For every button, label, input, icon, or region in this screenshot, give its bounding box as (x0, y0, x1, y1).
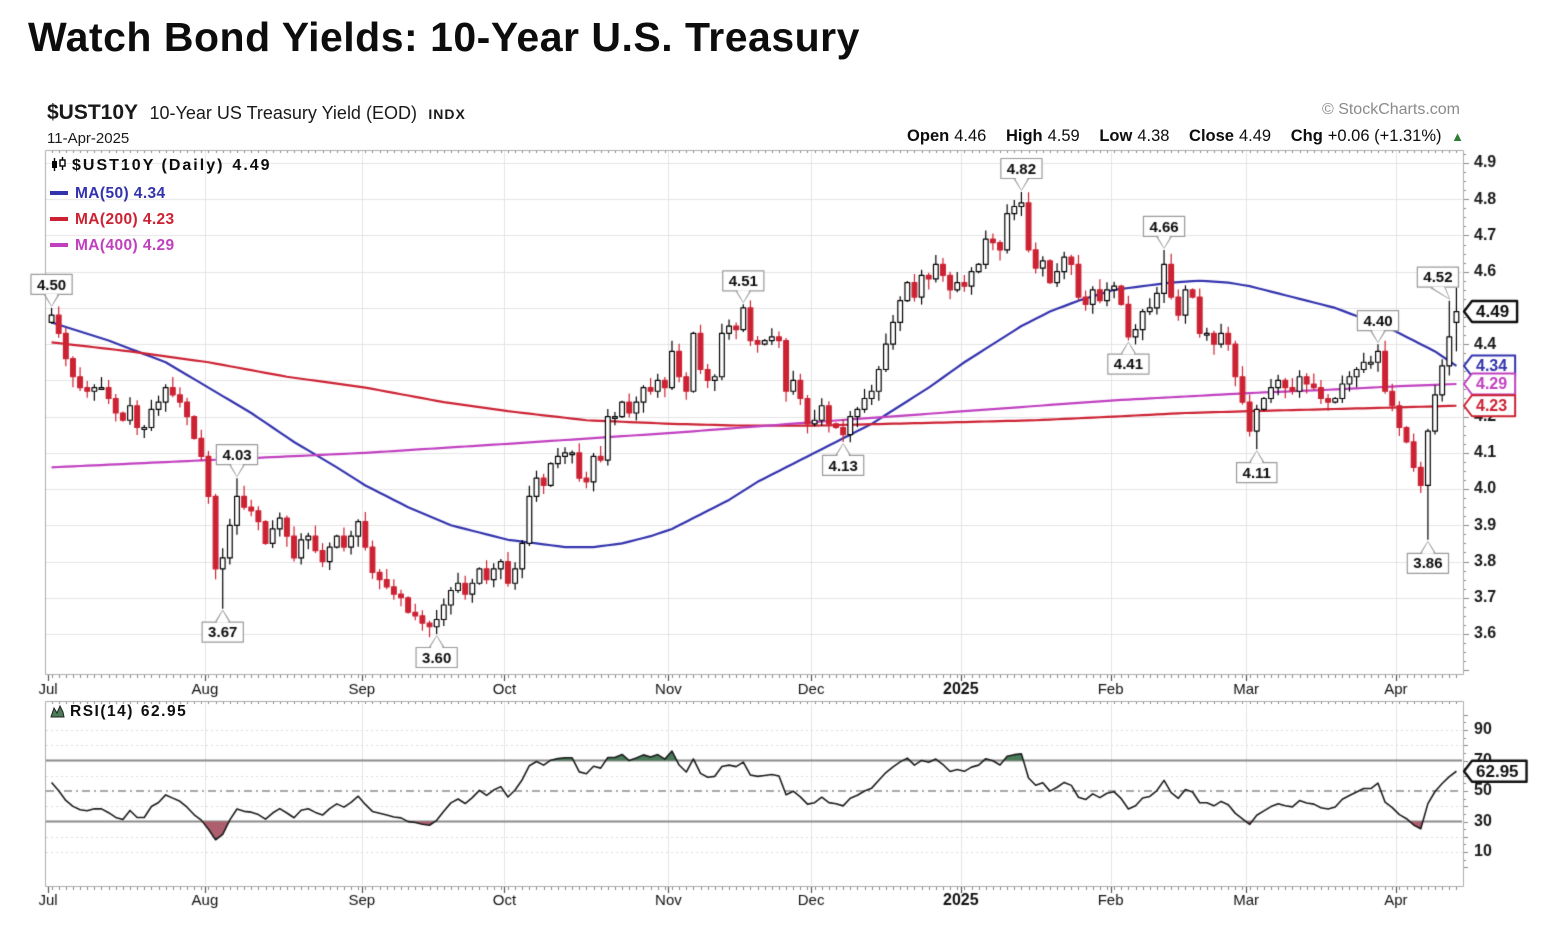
up-arrow-icon: ▲ (1451, 129, 1464, 144)
open-value: 4.46 (954, 127, 987, 145)
chart-date: 11-Apr-2025 (47, 130, 130, 147)
ma50-value: 4.34 (133, 185, 166, 202)
close-value: 4.49 (1238, 127, 1272, 145)
candlestick-icon (50, 155, 67, 181)
quote-row: Open 4.46 High 4.59 Low 4.38 Close 4.49 Chg +… (907, 127, 1464, 146)
ma200-label: MA(200) (75, 211, 139, 228)
close-label: Close (1189, 127, 1234, 145)
exchange-label: INDX (428, 106, 466, 122)
open-label: Open (907, 127, 950, 145)
high-label: High (1005, 127, 1043, 145)
low-value: 4.38 (1137, 127, 1170, 145)
legend-ma200-row: MA(200) 4.23 (50, 207, 272, 233)
legend-ma400-row: MA(400) 4.29 (50, 233, 272, 259)
legend-main-value: 4.49 (232, 157, 272, 174)
rsi-value: 62.95 (140, 703, 188, 720)
rsi-legend: RSI(14) 62.95 (50, 703, 187, 723)
ma400-label: MA(400) (75, 237, 139, 254)
chg-label: Chg (1290, 127, 1323, 145)
ma400-value: 4.29 (142, 237, 175, 254)
symbol-description: 10-Year US Treasury Yield (EOD) (149, 103, 417, 123)
legend-ma50-row: MA(50) 4.34 (50, 181, 272, 207)
high-value: 4.59 (1047, 127, 1080, 145)
ma50-label: MA(50) (75, 185, 130, 202)
page-title: Watch Bond Yields: 10-Year U.S. Treasury (28, 14, 860, 60)
low-label: Low (1099, 127, 1133, 145)
ma200-line-swatch (50, 217, 68, 221)
ma200-value: 4.23 (142, 211, 175, 228)
price-legend: $UST10Y (Daily) 4.49 MA(50) 4.34 MA(200) … (50, 153, 272, 259)
stockcharts-watermark: © StockCharts.com (1321, 101, 1460, 118)
chart-header: $UST10Y 10-Year US Treasury Yield (EOD) … (47, 101, 466, 125)
legend-main-label: $UST10Y (Daily) (72, 157, 225, 174)
legend-main-row: $UST10Y (Daily) 4.49 (50, 153, 272, 181)
rsi-area-icon (50, 704, 65, 723)
symbol: $UST10Y (47, 101, 139, 124)
chg-value: +0.06 (+1.31%) (1327, 127, 1442, 145)
ma400-line-swatch (50, 243, 68, 247)
rsi-label: RSI(14) (70, 703, 134, 720)
ma50-line-swatch (50, 191, 68, 195)
